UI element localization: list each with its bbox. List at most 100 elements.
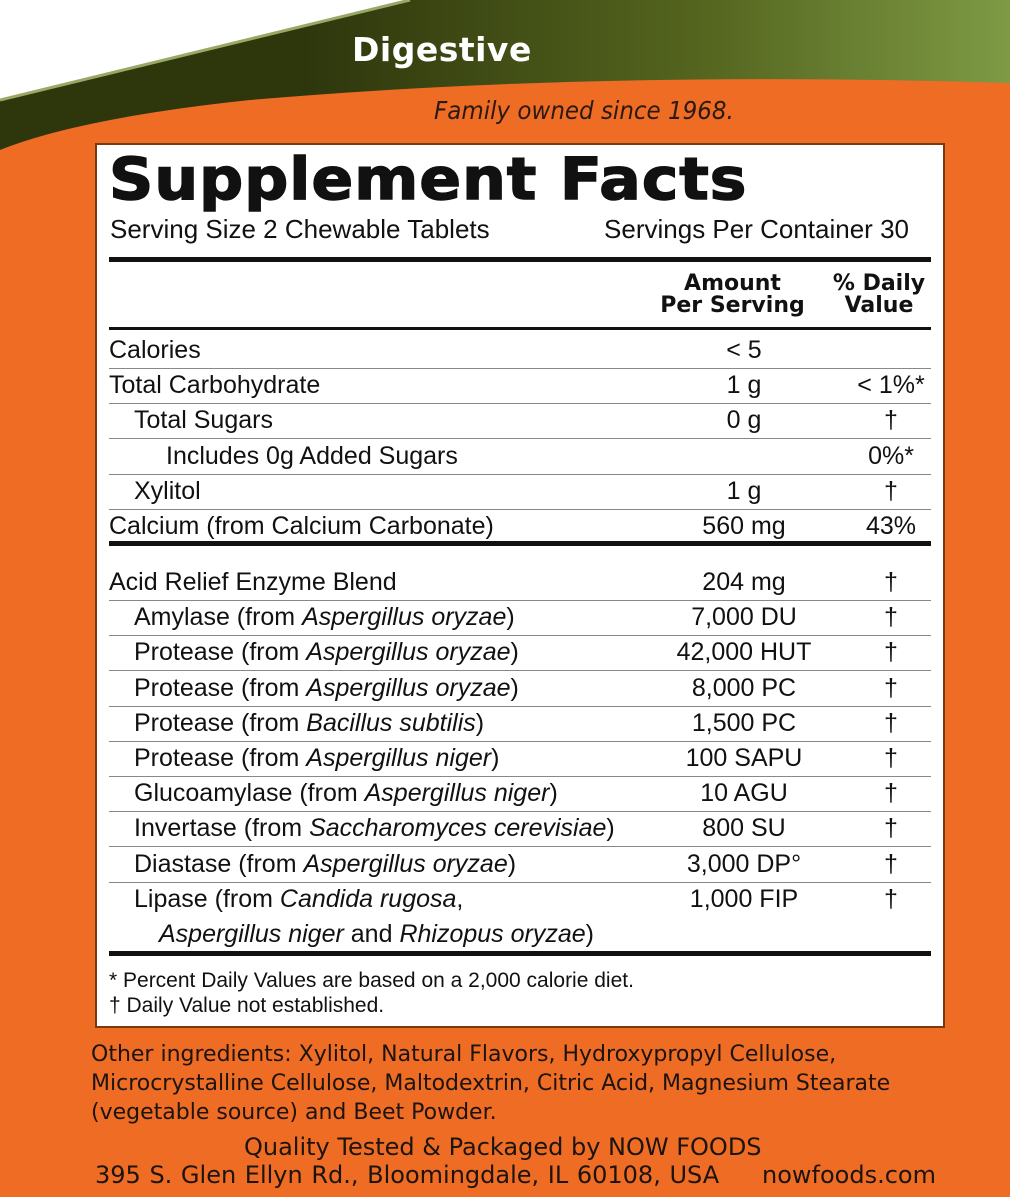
nutrient-name-text: ) (491, 744, 500, 772)
nutrient-name: Total Sugars (134, 403, 273, 438)
footnote-daily-values: * Percent Daily Values are based on a 2,… (109, 969, 634, 992)
daily-value: † (884, 568, 898, 596)
nutrient-name-text: Xylitol (134, 476, 201, 505)
nutrient-name-text: Invertase (from (134, 814, 310, 843)
nutrient-row: Calories < 5 (109, 333, 931, 369)
nutrient-row: Amylase (from Aspergillus oryzae) 7,000 D… (109, 600, 931, 637)
daily-value: † (884, 779, 898, 808)
amount-per-serving: 3,000 DP° (686, 849, 802, 878)
nutrient-row: Total Sugars 0 g † (109, 403, 931, 440)
nutrient-name: Total Carbohydrate (109, 368, 320, 403)
amount-per-serving: < 5 (726, 336, 762, 364)
nutrient-source-italic: Aspergillus niger (306, 744, 492, 772)
daily-value: † (884, 849, 898, 878)
servings-per-container: Servings Per Container 30 (604, 214, 909, 244)
nutrient-name-text: ) (549, 779, 558, 808)
daily-value: † (884, 744, 898, 772)
nutrient-name-text: Acid Relief Enzyme Blend (109, 568, 397, 596)
amount-per-serving: 800 SU (702, 814, 786, 843)
nutrient-source-italic: Candida rugosa (279, 884, 457, 913)
nutrient-name: Protease (from Bacillus subtilis) (134, 706, 484, 741)
nutrient-name: Diastase (from Aspergillus oryzae) (134, 847, 516, 882)
nutrient-name-text: ) (510, 673, 519, 702)
daily-value: < 1%* (857, 371, 925, 400)
amount-header-line: Per Serving (660, 293, 805, 318)
nutrient-name-text: Amylase (from (134, 603, 303, 632)
quality-statement: Quality Tested & Packaged by NOW FOODS (244, 1133, 762, 1161)
header-banner (0, 0, 1010, 160)
nutrient-row: Lipase (from Candida rugosa, Aspergillus … (109, 882, 931, 952)
amount-per-serving: 10 AGU (700, 779, 788, 808)
nutrient-name: Glucoamylase (from Aspergillus niger) (134, 776, 558, 811)
nutrient-row: Calcium (from Calcium Carbonate) 560 mg 43… (109, 509, 931, 544)
nutrient-name-text: Protease (from (134, 638, 307, 667)
dv-header-line: Value (844, 293, 914, 318)
nutrient-name: Invertase (from Saccharomyces cerevisiae… (134, 811, 615, 846)
amount-per-serving: 7,000 DU (691, 603, 797, 632)
nutrient-name-line2: Aspergillus niger and Rhizopus oryzae) (159, 917, 594, 952)
daily-value: † (884, 406, 898, 435)
amount-header-line: Amount (684, 271, 781, 296)
amount-per-serving: 0 g (726, 406, 762, 435)
nutrient-row: Protease (from Aspergillus oryzae) 42,000… (109, 635, 931, 672)
amount-per-serving: 1,500 PC (691, 708, 797, 737)
nutrient-name-text: Lipase (from (134, 884, 280, 913)
amount-per-serving: 1,000 FIP (689, 884, 799, 913)
amount-per-serving: 42,000 HUT (676, 638, 812, 667)
nutrient-name-text: and (343, 919, 400, 948)
nutrient-name-text: Total Carbohydrate (109, 371, 321, 400)
daily-value: † (884, 814, 898, 843)
category-label: Digestive (352, 30, 532, 69)
nutrient-name: Calories (109, 333, 201, 368)
nutrient-source-italic: Bacillus subtilis (306, 708, 476, 737)
amount-per-serving: 560 mg (702, 512, 786, 540)
amount-per-serving: 8,000 PC (691, 673, 797, 702)
nutrient-name-text: Total Sugars (134, 406, 273, 435)
nutrient-name-text: Includes 0g Added Sugars (166, 441, 458, 470)
nutrient-name-text: ) (475, 708, 485, 737)
thick-divider (109, 541, 931, 546)
nutrient-name: Protease (from Aspergillus oryzae) (134, 635, 519, 670)
nutrient-row: Glucoamylase (from Aspergillus niger) 10 … (109, 776, 931, 813)
header-divider (109, 327, 931, 330)
dv-header-line: % Daily (832, 271, 926, 296)
daily-value: † (884, 884, 898, 913)
tagline: Family owned since 1968. (434, 96, 734, 125)
nutrient-name-text: ) (606, 814, 615, 843)
nutrient-name: Protease (from Aspergillus niger) (134, 741, 499, 776)
website-link[interactable]: nowfoods.com (762, 1161, 936, 1189)
nutrient-name: Amylase (from Aspergillus oryzae) (134, 600, 515, 635)
nutrient-name: Lipase (from Candida rugosa, (134, 882, 463, 917)
nutrient-name: Xylitol (134, 474, 201, 509)
serving-size: Serving Size 2 Chewable Tablets (110, 214, 490, 244)
footnote-dagger: † Daily Value not established. (109, 994, 385, 1017)
thick-divider (109, 951, 931, 956)
amount-per-serving: 100 SAPU (685, 744, 803, 772)
daily-value: † (884, 603, 898, 632)
nutrient-name: Acid Relief Enzyme Blend (109, 565, 397, 600)
nutrient-name-text: , (456, 884, 464, 913)
daily-value-header: % Daily Value (825, 273, 933, 317)
nutrient-source-italic: Aspergillus niger (159, 919, 344, 948)
other-ingredients: Other ingredients: Xylitol, Natural Flav… (91, 1042, 891, 1125)
nutrient-row: Diastase (from Aspergillus oryzae) 3,000 … (109, 847, 931, 883)
amount-per-serving: 1 g (726, 371, 762, 400)
nutrient-source-italic: Aspergillus oryzae (302, 603, 507, 632)
nutrient-row: Protease (from Bacillus subtilis) 1,500 P… (109, 706, 931, 742)
nutrient-name-text: Glucoamylase (from (134, 779, 365, 808)
nutrient-source-italic: Aspergillus oryzae (303, 849, 508, 878)
nutrient-row: Xylitol 1 g † (109, 474, 931, 510)
nutrient-name: Includes 0g Added Sugars (166, 439, 458, 474)
nutrient-source-italic: Rhizopus oryzae (399, 919, 586, 948)
nutrient-name-text: Protease (from (134, 744, 307, 772)
nutrient-name: Calcium (from Calcium Carbonate) (109, 509, 494, 544)
nutrient-source-italic: Aspergillus oryzae (306, 673, 511, 702)
nutrient-name-text: Calories (109, 336, 201, 364)
nutrient-row: Invertase (from Saccharomyces cerevisiae… (109, 811, 931, 848)
nutrient-name-text: Protease (from (134, 673, 307, 702)
panel-title: Supplement Facts (108, 144, 748, 214)
thick-divider (109, 257, 931, 262)
nutrient-row: Protease (from Aspergillus niger) 100 SAP… (109, 741, 931, 777)
nutrient-source-italic: Aspergillus niger (364, 779, 550, 808)
daily-value: † (884, 638, 898, 667)
